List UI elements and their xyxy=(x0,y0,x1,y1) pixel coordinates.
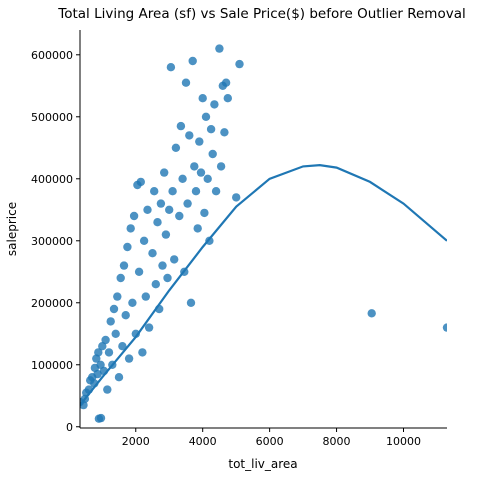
data-point xyxy=(103,385,112,394)
x-tick-label: 4000 xyxy=(189,435,217,448)
data-point xyxy=(144,323,154,332)
data-point xyxy=(96,360,105,369)
x-tick-label: 8000 xyxy=(323,435,351,448)
data-point xyxy=(113,292,122,301)
data-point xyxy=(93,369,102,379)
y-tick-label: 300000 xyxy=(31,235,73,248)
data-point xyxy=(153,218,162,227)
data-point xyxy=(123,242,132,252)
data-point xyxy=(220,128,229,137)
data-point xyxy=(178,174,187,183)
data-point xyxy=(171,143,181,152)
data-point xyxy=(185,131,194,140)
data-point xyxy=(114,373,124,382)
data-point xyxy=(134,267,144,276)
data-point xyxy=(223,94,232,103)
data-point xyxy=(156,199,166,208)
y-tick-label: 400000 xyxy=(31,173,73,186)
data-point xyxy=(121,311,130,320)
data-point xyxy=(143,205,152,214)
x-tick-label: 6000 xyxy=(256,435,284,448)
data-point xyxy=(188,56,197,66)
x-axis-ticks: 2000 4000 6000 8000 10000 xyxy=(122,428,421,448)
y-tick-label: 100000 xyxy=(31,359,73,372)
data-point xyxy=(163,273,172,283)
y-axis-label: saleprice xyxy=(5,202,19,256)
data-point xyxy=(148,249,157,258)
data-point xyxy=(165,205,174,214)
data-point xyxy=(367,309,376,318)
data-point xyxy=(201,112,211,122)
data-point xyxy=(208,149,217,159)
y-tick-label: 500000 xyxy=(31,111,73,124)
data-point xyxy=(116,273,125,283)
data-point xyxy=(235,59,244,69)
data-point xyxy=(161,230,171,239)
x-tick-label: 2000 xyxy=(122,435,150,448)
plot-area xyxy=(80,44,447,423)
data-point xyxy=(104,348,114,357)
data-point xyxy=(136,177,145,187)
y-tick-label: 0 xyxy=(66,421,73,434)
data-point xyxy=(196,168,206,177)
fit-line xyxy=(80,163,447,406)
data-point xyxy=(190,162,199,171)
data-point xyxy=(216,162,226,171)
data-point xyxy=(181,78,191,87)
data-point xyxy=(150,187,159,196)
data-point xyxy=(203,174,212,183)
data-point xyxy=(126,224,135,233)
data-point xyxy=(442,323,447,332)
data-point xyxy=(168,187,177,196)
data-point xyxy=(129,211,139,221)
data-point xyxy=(232,193,241,202)
data-point xyxy=(119,261,129,270)
data-point xyxy=(138,348,147,357)
data-point xyxy=(166,62,176,72)
x-axis-label: tot_liv_area xyxy=(228,457,297,471)
data-point xyxy=(109,304,119,314)
data-point xyxy=(151,280,160,289)
data-point xyxy=(206,125,216,134)
data-point xyxy=(183,199,192,208)
data-point xyxy=(139,236,149,245)
chart-title: Total Living Area (sf) vs Sale Price($) … xyxy=(57,6,465,22)
data-point xyxy=(118,342,127,351)
data-point xyxy=(186,298,196,307)
data-point xyxy=(176,121,186,131)
data-point xyxy=(160,168,169,177)
x-tick-label: 10000 xyxy=(386,435,421,448)
data-point xyxy=(195,137,204,146)
data-point xyxy=(158,261,167,270)
data-point xyxy=(124,354,134,363)
y-tick-label: 200000 xyxy=(31,297,73,310)
y-axis-ticks: 0 100000 200000 300000 400000 500000 600000 xyxy=(31,49,80,434)
data-point xyxy=(191,187,201,196)
data-point xyxy=(141,292,150,301)
data-point xyxy=(211,187,221,196)
data-point xyxy=(128,298,137,307)
data-point xyxy=(96,413,106,423)
data-point xyxy=(101,335,110,345)
data-point xyxy=(215,44,224,53)
data-point xyxy=(98,342,107,351)
data-point xyxy=(200,208,209,218)
data-point xyxy=(221,78,231,87)
data-point xyxy=(94,348,103,357)
data-point xyxy=(111,329,120,338)
data-point xyxy=(106,317,115,326)
y-tick-label: 600000 xyxy=(31,49,73,62)
data-point xyxy=(175,211,184,221)
data-point xyxy=(170,255,179,264)
data-point xyxy=(210,100,219,109)
data-point xyxy=(198,94,207,103)
data-point xyxy=(131,329,140,338)
data-point xyxy=(193,224,202,233)
